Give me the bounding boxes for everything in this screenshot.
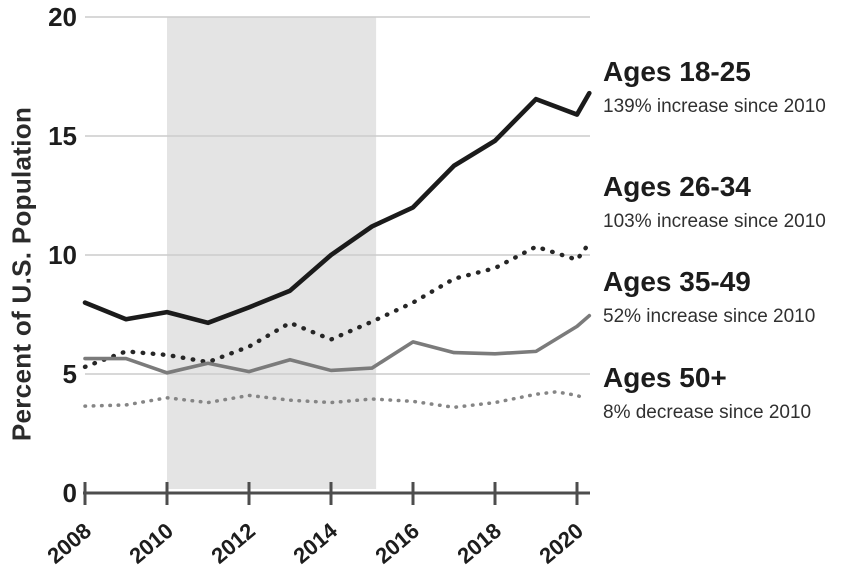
- x-tick-label: 2010: [124, 518, 178, 569]
- y-tick-label: 20: [48, 2, 77, 32]
- y-tick-label: 5: [63, 359, 77, 389]
- y-tick-label: 15: [48, 121, 77, 151]
- x-tick-label: 2016: [370, 518, 424, 569]
- series-line-ages-35-49: [83, 313, 592, 375]
- x-tick-label: 2014: [288, 517, 342, 568]
- highlight-band: [167, 17, 377, 489]
- series-line-ages-50-: [83, 390, 585, 410]
- y-tick-label: 10: [48, 240, 77, 270]
- x-tick-label: 2008: [42, 518, 96, 569]
- series-line-ages-26-34: [82, 240, 592, 370]
- y-tick-label: 0: [63, 478, 77, 508]
- x-tick-label: 2018: [452, 518, 506, 569]
- x-tick-label: 2020: [534, 518, 588, 569]
- y-axis-title: Percent of U.S. Population: [6, 106, 37, 442]
- x-tick-label: 2012: [206, 518, 260, 569]
- series-line-ages-18-25: [82, 90, 592, 326]
